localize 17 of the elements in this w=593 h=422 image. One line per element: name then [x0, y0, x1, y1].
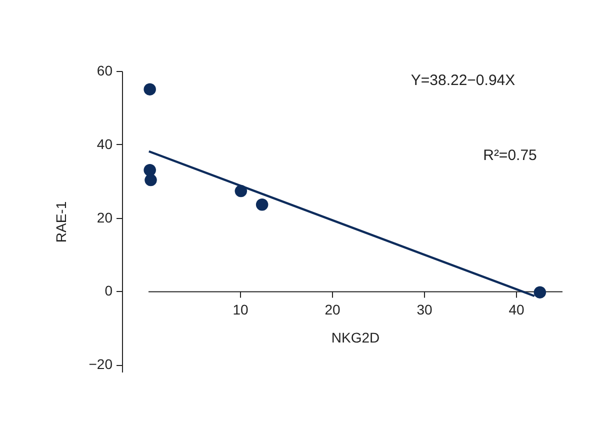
x-tick-label: 30 [416, 302, 432, 318]
annotation: Y=38.22−0.94X [410, 72, 516, 89]
x-tick-label: 40 [508, 302, 524, 318]
point [144, 83, 156, 96]
x-tick-label: 10 [232, 302, 248, 318]
point [534, 286, 546, 298]
annotation: R²=0.75 [483, 147, 537, 164]
y-tick-label: 20 [96, 209, 113, 226]
y-tick-label: 0 [104, 282, 113, 299]
x-tick-label: 20 [324, 302, 340, 318]
y-tick-label: 60 [96, 62, 113, 78]
y-tick-label: 40 [96, 136, 113, 152]
point [256, 198, 268, 211]
x-axis-title: NKG2D [331, 330, 380, 346]
y-tick-label: −20 [88, 356, 113, 372]
point [144, 174, 157, 186]
y-axis-title: RAE-1 [52, 201, 69, 243]
